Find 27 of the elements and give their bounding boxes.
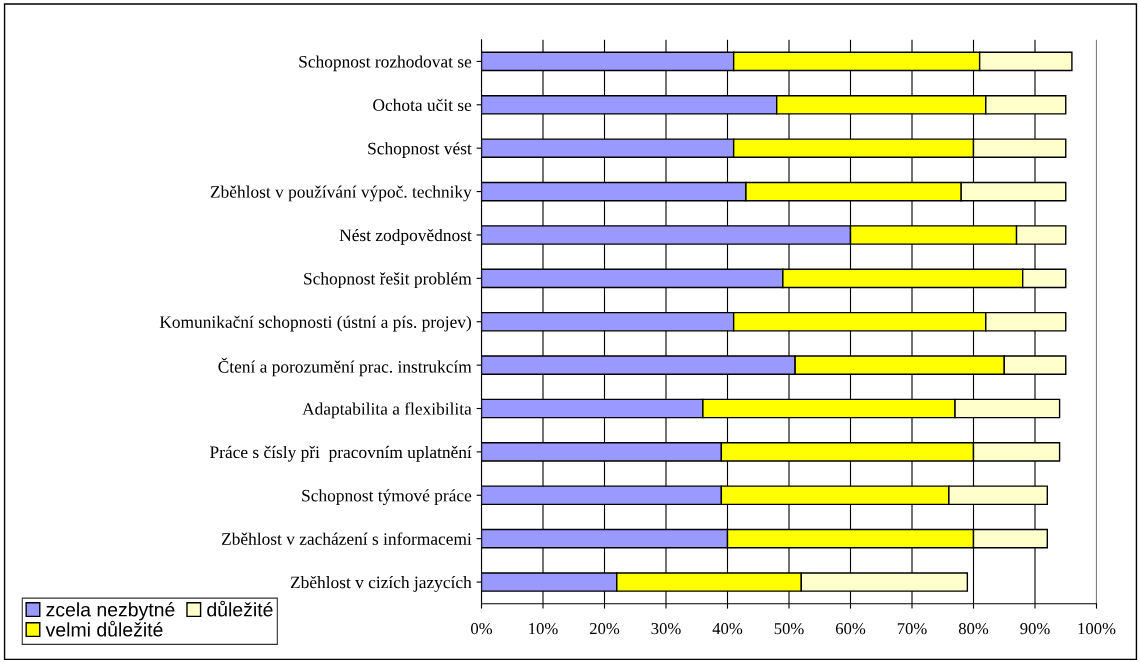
y-tick-label: Nést zodpovědnost xyxy=(339,228,472,245)
x-tick-label: 30% xyxy=(651,622,681,635)
x-tick-label: 20% xyxy=(589,622,620,635)
x-tick-label: 70% xyxy=(897,622,927,635)
y-tick-label: Ochota učit se xyxy=(373,98,472,111)
y-tick-label: Schopnost řešit problém xyxy=(304,272,472,289)
y-tick-label: Zběhlost v cizích jazycích xyxy=(290,576,472,592)
x-tick-label: 80% xyxy=(958,622,989,635)
x-tick-label: 50% xyxy=(774,622,804,635)
y-tick-label: Zběhlost v používání výpoč. techniky xyxy=(210,185,472,202)
y-tick-label: Čtení a porozumění prac. instrukcím xyxy=(218,357,472,377)
y-tick-label: Zběhlost v zacházení s informacemi xyxy=(221,532,472,545)
y-tick-label: Schopnost vést xyxy=(368,142,472,158)
x-tick-label: 90% xyxy=(1020,622,1050,635)
x-tick-label: 10% xyxy=(529,622,558,635)
y-tick-label: Adaptabilita a flexibilita xyxy=(302,402,472,419)
x-tick-label: 40% xyxy=(712,622,743,635)
x-tick-label: 0% xyxy=(471,622,493,635)
legend-label: důležité xyxy=(207,600,273,617)
y-tick-label: Práce s čísly při pracovním uplatnění xyxy=(210,445,472,462)
y-tick-label: Schopnost týmové práce xyxy=(302,489,472,506)
x-tick-label: 100% xyxy=(1078,622,1116,635)
y-tick-label: Schopnost rozhodovat se xyxy=(299,55,472,72)
legend-label: zcela nezbytné xyxy=(46,602,175,621)
x-tick-label: 60% xyxy=(835,622,866,635)
y-tick-label: Komunikační schopnosti (ústní a pís. projev) xyxy=(159,315,472,332)
legend-label: velmi důležité xyxy=(45,620,163,637)
